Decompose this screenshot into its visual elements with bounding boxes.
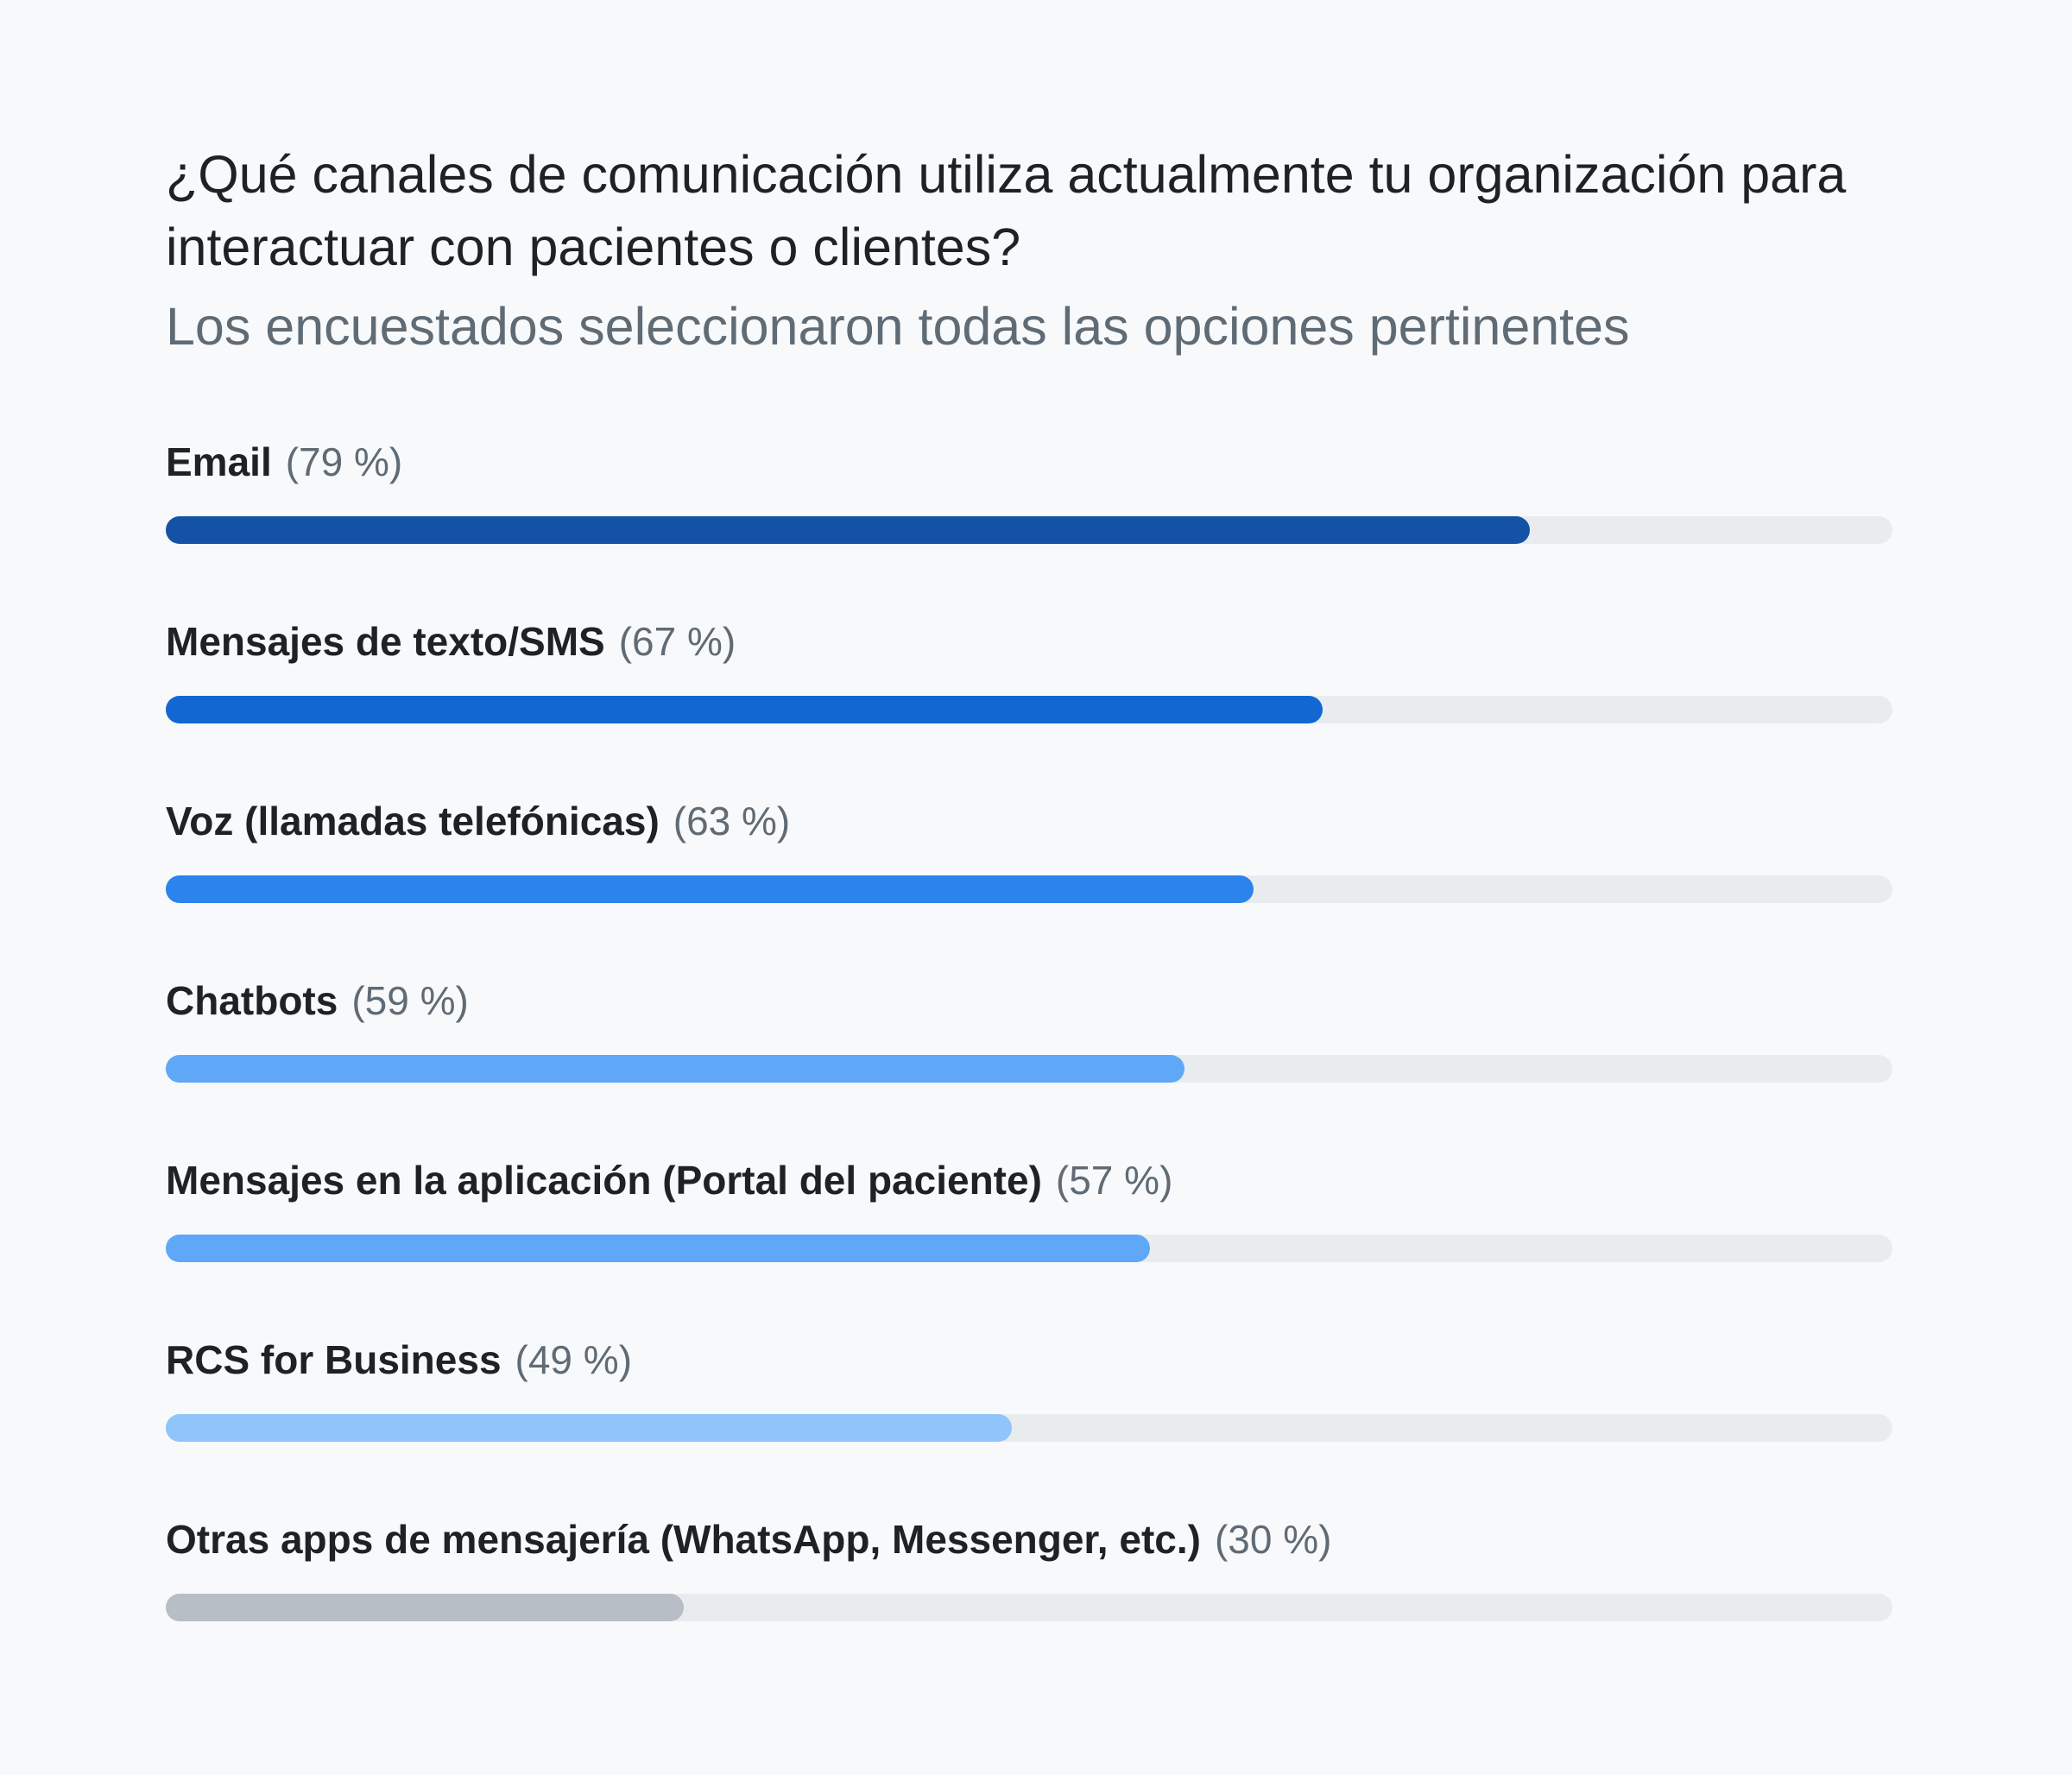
bar-label: Mensajes en la aplicación (Portal del pa… (166, 1150, 1172, 1210)
value-label: (59 %) (351, 978, 469, 1023)
value-label: (63 %) (673, 799, 791, 843)
bar (166, 516, 1530, 544)
bar-track (166, 696, 1892, 723)
bar-row: Voz (llamadas telefónicas) (63 %) (166, 791, 1892, 970)
bar-label: Voz (llamadas telefónicas) (63 %) (166, 791, 790, 851)
bar (166, 875, 1254, 903)
value-label: (30 %) (1214, 1517, 1332, 1562)
bar-row: Chatbots (59 %) (166, 970, 1892, 1150)
category-label: Mensajes en la aplicación (Portal del pa… (166, 1158, 1042, 1203)
bar (166, 1414, 1012, 1442)
bar-label: RCS for Business (49 %) (166, 1330, 632, 1390)
value-label: (49 %) (515, 1337, 633, 1382)
bar-list: Email (79 %) Mensajes de texto/SMS (67 %) Vo… (166, 432, 1892, 1689)
bar-row: Email (79 %) (166, 432, 1892, 611)
bar (166, 1055, 1184, 1083)
bar (166, 1235, 1150, 1262)
bar-track (166, 516, 1892, 544)
chart-container: ¿Qué canales de comunicación utiliza act… (166, 138, 1892, 1689)
bar-row: RCS for Business (49 %) (166, 1330, 1892, 1509)
value-label: (79 %) (285, 439, 403, 484)
bar-label: Chatbots (59 %) (166, 970, 469, 1031)
bar-track (166, 1055, 1892, 1083)
value-label: (67 %) (618, 619, 736, 664)
bar (166, 696, 1323, 723)
value-label: (57 %) (1055, 1158, 1173, 1203)
bar-label: Mensajes de texto/SMS (67 %) (166, 611, 736, 672)
bar-label: Otras apps de mensajería (WhatsApp, Mess… (166, 1509, 1331, 1570)
bar-row: Mensajes de texto/SMS (67 %) (166, 611, 1892, 791)
bar-row: Otras apps de mensajería (WhatsApp, Mess… (166, 1509, 1892, 1689)
chart-subtitle: Los encuestados seleccionaron todas las … (166, 297, 1630, 356)
bar-label: Email (79 %) (166, 432, 402, 492)
category-label: Otras apps de mensajería (WhatsApp, Mess… (166, 1517, 1201, 1562)
category-label: Email (166, 439, 272, 484)
bar-track (166, 1414, 1892, 1442)
chart-title: ¿Qué canales de comunicación utiliza act… (166, 145, 1847, 276)
bar-track (166, 1594, 1892, 1621)
bar-row: Mensajes en la aplicación (Portal del pa… (166, 1150, 1892, 1330)
bar (166, 1594, 684, 1621)
category-label: Chatbots (166, 978, 338, 1023)
category-label: RCS for Business (166, 1337, 502, 1382)
bar-track (166, 1235, 1892, 1262)
bar-track (166, 875, 1892, 903)
category-label: Voz (llamadas telefónicas) (166, 799, 660, 843)
category-label: Mensajes de texto/SMS (166, 619, 605, 664)
